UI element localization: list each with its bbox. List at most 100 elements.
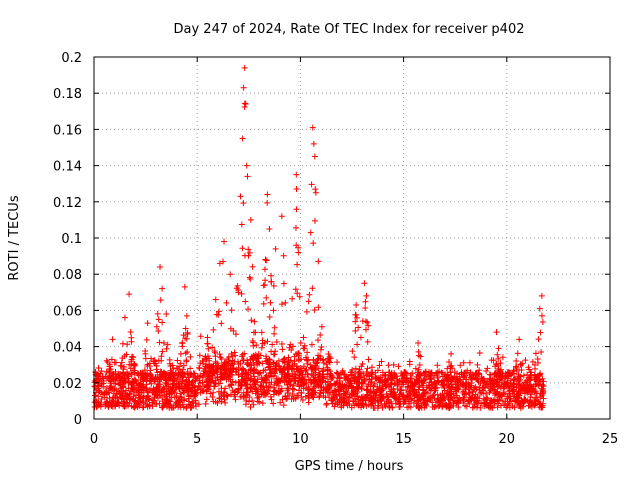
data-point	[232, 396, 239, 403]
data-point	[307, 361, 314, 368]
data-point	[438, 396, 445, 403]
data-point	[135, 387, 142, 394]
data-point	[314, 337, 321, 344]
data-point	[306, 394, 313, 401]
data-points	[91, 64, 547, 412]
data-point	[356, 401, 363, 408]
data-point	[235, 372, 242, 379]
data-point	[119, 355, 126, 362]
data-point	[422, 368, 429, 375]
data-point	[326, 353, 333, 360]
data-point	[396, 395, 403, 402]
data-point	[295, 350, 302, 357]
data-point	[121, 403, 128, 410]
data-point	[160, 339, 167, 346]
data-point	[487, 380, 494, 387]
data-point	[423, 401, 430, 408]
data-point	[212, 358, 219, 365]
data-point	[510, 376, 517, 383]
data-point	[324, 381, 331, 388]
data-point	[218, 385, 225, 392]
data-point	[271, 330, 278, 337]
data-point	[270, 360, 277, 367]
data-point	[249, 397, 256, 404]
data-point	[196, 352, 203, 359]
data-point	[272, 387, 279, 394]
data-point	[102, 403, 109, 410]
data-point	[207, 370, 214, 377]
data-point	[135, 395, 142, 402]
data-point	[453, 398, 460, 405]
data-point	[378, 400, 385, 407]
data-point	[144, 402, 151, 409]
data-point	[441, 382, 448, 389]
data-point	[260, 376, 267, 383]
data-point	[180, 389, 187, 396]
data-point	[400, 379, 407, 386]
data-point	[322, 394, 329, 401]
data-point	[271, 365, 278, 372]
data-point	[389, 404, 396, 411]
data-point	[108, 356, 115, 363]
data-point	[528, 383, 535, 390]
data-point	[289, 295, 296, 302]
data-point	[271, 324, 278, 331]
data-point	[354, 392, 361, 399]
data-point	[352, 327, 359, 334]
data-point	[266, 363, 273, 370]
data-point	[275, 390, 282, 397]
data-point	[355, 401, 362, 408]
data-point	[94, 402, 101, 409]
data-point	[306, 291, 313, 298]
data-point	[320, 389, 327, 396]
data-point	[422, 369, 429, 376]
data-point	[154, 385, 161, 392]
data-point	[428, 385, 435, 392]
data-point	[268, 373, 275, 380]
data-point	[491, 383, 498, 390]
data-point	[154, 310, 161, 317]
data-point	[403, 387, 410, 394]
data-point	[416, 362, 423, 369]
data-point	[95, 393, 102, 400]
data-point	[484, 365, 491, 372]
data-point	[495, 362, 502, 369]
data-point	[425, 395, 432, 402]
data-point	[298, 356, 305, 363]
data-point	[176, 399, 183, 406]
data-point	[293, 171, 300, 178]
data-point	[325, 358, 332, 365]
data-point	[270, 359, 277, 366]
data-point	[243, 162, 250, 169]
data-point	[334, 401, 341, 408]
data-point	[117, 393, 124, 400]
data-point	[494, 404, 501, 411]
data-point	[128, 334, 135, 341]
data-point	[221, 238, 228, 245]
data-point	[266, 314, 273, 321]
data-point	[97, 403, 104, 410]
data-point	[469, 376, 476, 383]
data-point	[257, 382, 264, 389]
data-point	[505, 388, 512, 395]
data-point	[261, 386, 268, 393]
data-point	[401, 398, 408, 405]
data-point	[284, 395, 291, 402]
data-point	[166, 360, 173, 367]
data-point	[308, 341, 315, 348]
data-point	[394, 377, 401, 384]
data-point	[365, 322, 372, 329]
data-point	[349, 366, 356, 373]
data-point	[448, 362, 455, 369]
data-point	[309, 365, 316, 372]
data-point	[195, 401, 202, 408]
data-point	[184, 329, 191, 336]
data-point	[469, 394, 476, 401]
data-point	[156, 400, 163, 407]
data-point	[163, 311, 170, 318]
data-point	[499, 398, 506, 405]
data-point	[202, 353, 209, 360]
data-point	[377, 392, 384, 399]
data-point	[157, 381, 164, 388]
data-point	[420, 393, 427, 400]
